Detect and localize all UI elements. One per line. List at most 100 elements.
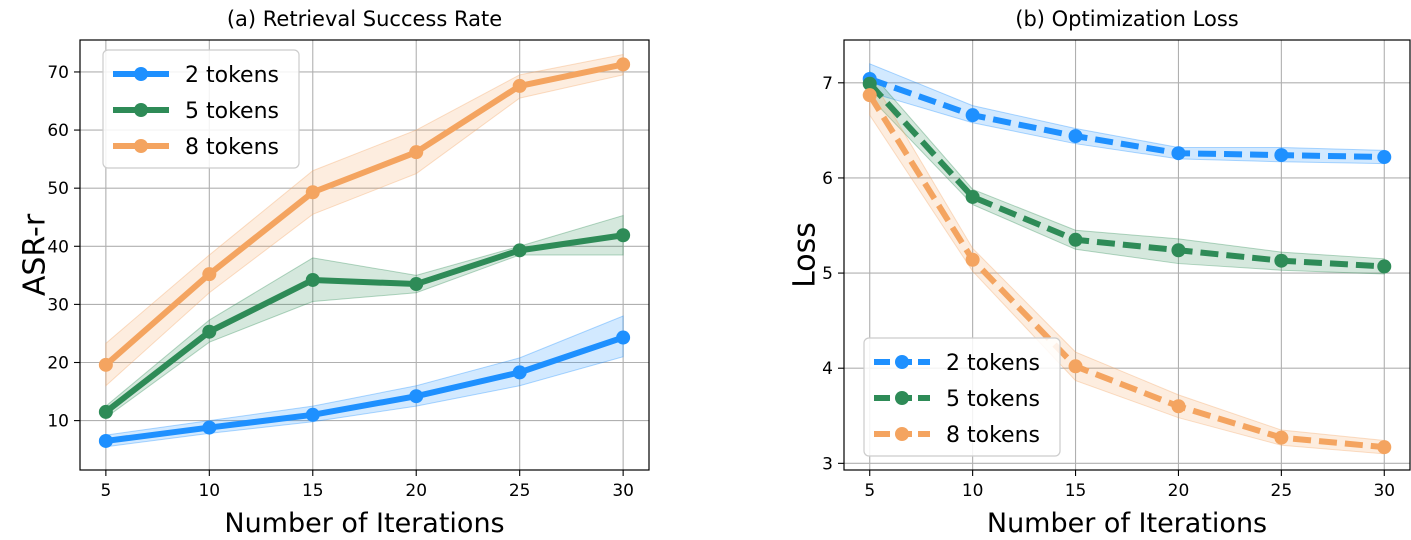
line-2-tokens — [105, 334, 625, 444]
panel-title: (b) Optimization Loss — [1015, 7, 1238, 31]
point-8-tokens — [1377, 440, 1392, 455]
legend-marker-2-tokens — [895, 355, 909, 369]
legend: 2 tokens 5 tokens 8 tokens — [102, 49, 300, 169]
band-5-tokens — [105, 214, 624, 419]
x-axis-label: Number of Iterations — [224, 508, 504, 539]
legend-label-2-tokens: 2 tokens — [946, 351, 1040, 376]
y-tick-label: 10 — [47, 412, 69, 432]
y-tick-label: 3 — [822, 454, 833, 474]
x-tick-label: 30 — [1373, 481, 1395, 501]
legend-label-5-tokens: 5 tokens — [946, 387, 1040, 412]
point-2-tokens — [512, 365, 527, 380]
legend-box — [102, 49, 300, 169]
point-2-tokens — [98, 433, 113, 448]
y-tick-label: 6 — [822, 169, 833, 189]
y-axis-label: Loss — [788, 222, 823, 288]
panel-optimization-loss: (b) Optimization Loss Number of Iteratio… — [788, 7, 1411, 539]
plot-frame — [843, 39, 1411, 471]
point-8-tokens — [409, 145, 424, 160]
y-axis-label: ASR-r — [18, 213, 53, 296]
point-2-tokens — [1068, 129, 1083, 144]
point-2-tokens — [1377, 150, 1392, 165]
x-tick-label: 10 — [962, 481, 984, 501]
legend-label-8-tokens: 8 tokens — [185, 135, 279, 160]
point-8-tokens — [1171, 399, 1186, 414]
legend-marker-8-tokens — [134, 139, 148, 153]
point-2-tokens — [305, 407, 320, 422]
point-5-tokens — [965, 189, 980, 204]
point-2-tokens — [409, 389, 424, 404]
point-8-tokens — [1068, 359, 1083, 374]
x-tick-label: 30 — [612, 481, 634, 501]
point-2-tokens — [965, 108, 980, 123]
legend-label-2-tokens: 2 tokens — [185, 63, 279, 88]
point-5-tokens — [1274, 253, 1289, 268]
legend-label-5-tokens: 5 tokens — [185, 99, 279, 124]
tick-labels: 5 10 15 20 25 30 10 20 30 40 50 60 70 — [47, 63, 634, 501]
y-tick-label: 40 — [47, 237, 69, 257]
x-tick-label: 20 — [1168, 481, 1190, 501]
x-tick-label: 20 — [405, 481, 427, 501]
band-2-tokens — [105, 315, 624, 448]
point-5-tokens — [1377, 259, 1392, 274]
point-5-tokens — [1171, 243, 1186, 258]
point-2-tokens — [616, 330, 631, 345]
point-8-tokens — [202, 267, 217, 282]
point-8-tokens — [965, 252, 980, 267]
plot-frame — [79, 39, 650, 471]
point-8-tokens — [1274, 430, 1289, 445]
point-8-tokens — [98, 357, 113, 372]
x-axis-label: Number of Iterations — [987, 508, 1267, 539]
x-tick-label: 5 — [864, 481, 875, 501]
point-2-tokens — [1171, 146, 1186, 161]
x-tick-label: 25 — [509, 481, 531, 501]
legend-marker-5-tokens — [895, 391, 909, 405]
point-8-tokens — [616, 57, 631, 72]
point-5-tokens — [862, 76, 877, 91]
legend-label-8-tokens: 8 tokens — [946, 423, 1040, 448]
point-5-tokens — [409, 277, 424, 292]
series-lines — [98, 57, 631, 448]
point-5-tokens — [616, 228, 631, 243]
band-5-tokens — [869, 70, 1385, 275]
y-tick-label: 30 — [47, 295, 69, 315]
line-5-tokens — [104, 232, 624, 415]
line-5-tokens — [867, 81, 1385, 270]
legend-marker-8-tokens — [895, 427, 909, 441]
x-tick-label: 10 — [198, 481, 220, 501]
series-lines — [862, 72, 1392, 455]
y-tick-label: 70 — [47, 63, 69, 83]
panel-retrieval-success-rate: (a) Retrieval Success Rate Number of Ite… — [18, 7, 650, 539]
line-8-tokens — [867, 93, 1385, 451]
x-tick-label: 25 — [1271, 481, 1293, 501]
line-2-tokens — [868, 76, 1385, 161]
point-5-tokens — [202, 324, 217, 339]
x-tick-label: 15 — [302, 481, 324, 501]
point-5-tokens — [1068, 232, 1083, 247]
tick-labels: 5 10 15 20 25 30 3 4 5 6 7 — [822, 74, 1395, 501]
point-8-tokens — [512, 78, 527, 93]
y-tick-label: 4 — [822, 359, 833, 379]
point-8-tokens — [305, 185, 320, 200]
line-8-tokens — [103, 61, 624, 368]
x-tick-label: 15 — [1065, 481, 1087, 501]
y-tick-label: 5 — [822, 264, 833, 284]
y-tick-label: 7 — [822, 74, 833, 94]
legend-box — [863, 337, 1061, 457]
point-5-tokens — [98, 404, 113, 419]
legend-marker-2-tokens — [134, 67, 148, 81]
panel-title: (a) Retrieval Success Rate — [227, 7, 502, 31]
point-2-tokens — [1274, 148, 1289, 163]
y-tick-label: 50 — [47, 179, 69, 199]
y-tick-label: 60 — [47, 121, 69, 141]
legend: 2 tokens 5 tokens 8 tokens — [863, 337, 1061, 457]
band-2-tokens — [869, 63, 1385, 165]
point-5-tokens — [512, 243, 527, 258]
legend-marker-5-tokens — [134, 103, 148, 117]
point-8-tokens — [862, 88, 877, 103]
point-2-tokens — [202, 420, 217, 435]
x-tick-label: 5 — [100, 481, 111, 501]
y-tick-label: 20 — [47, 354, 69, 374]
band-8-tokens — [105, 53, 624, 387]
